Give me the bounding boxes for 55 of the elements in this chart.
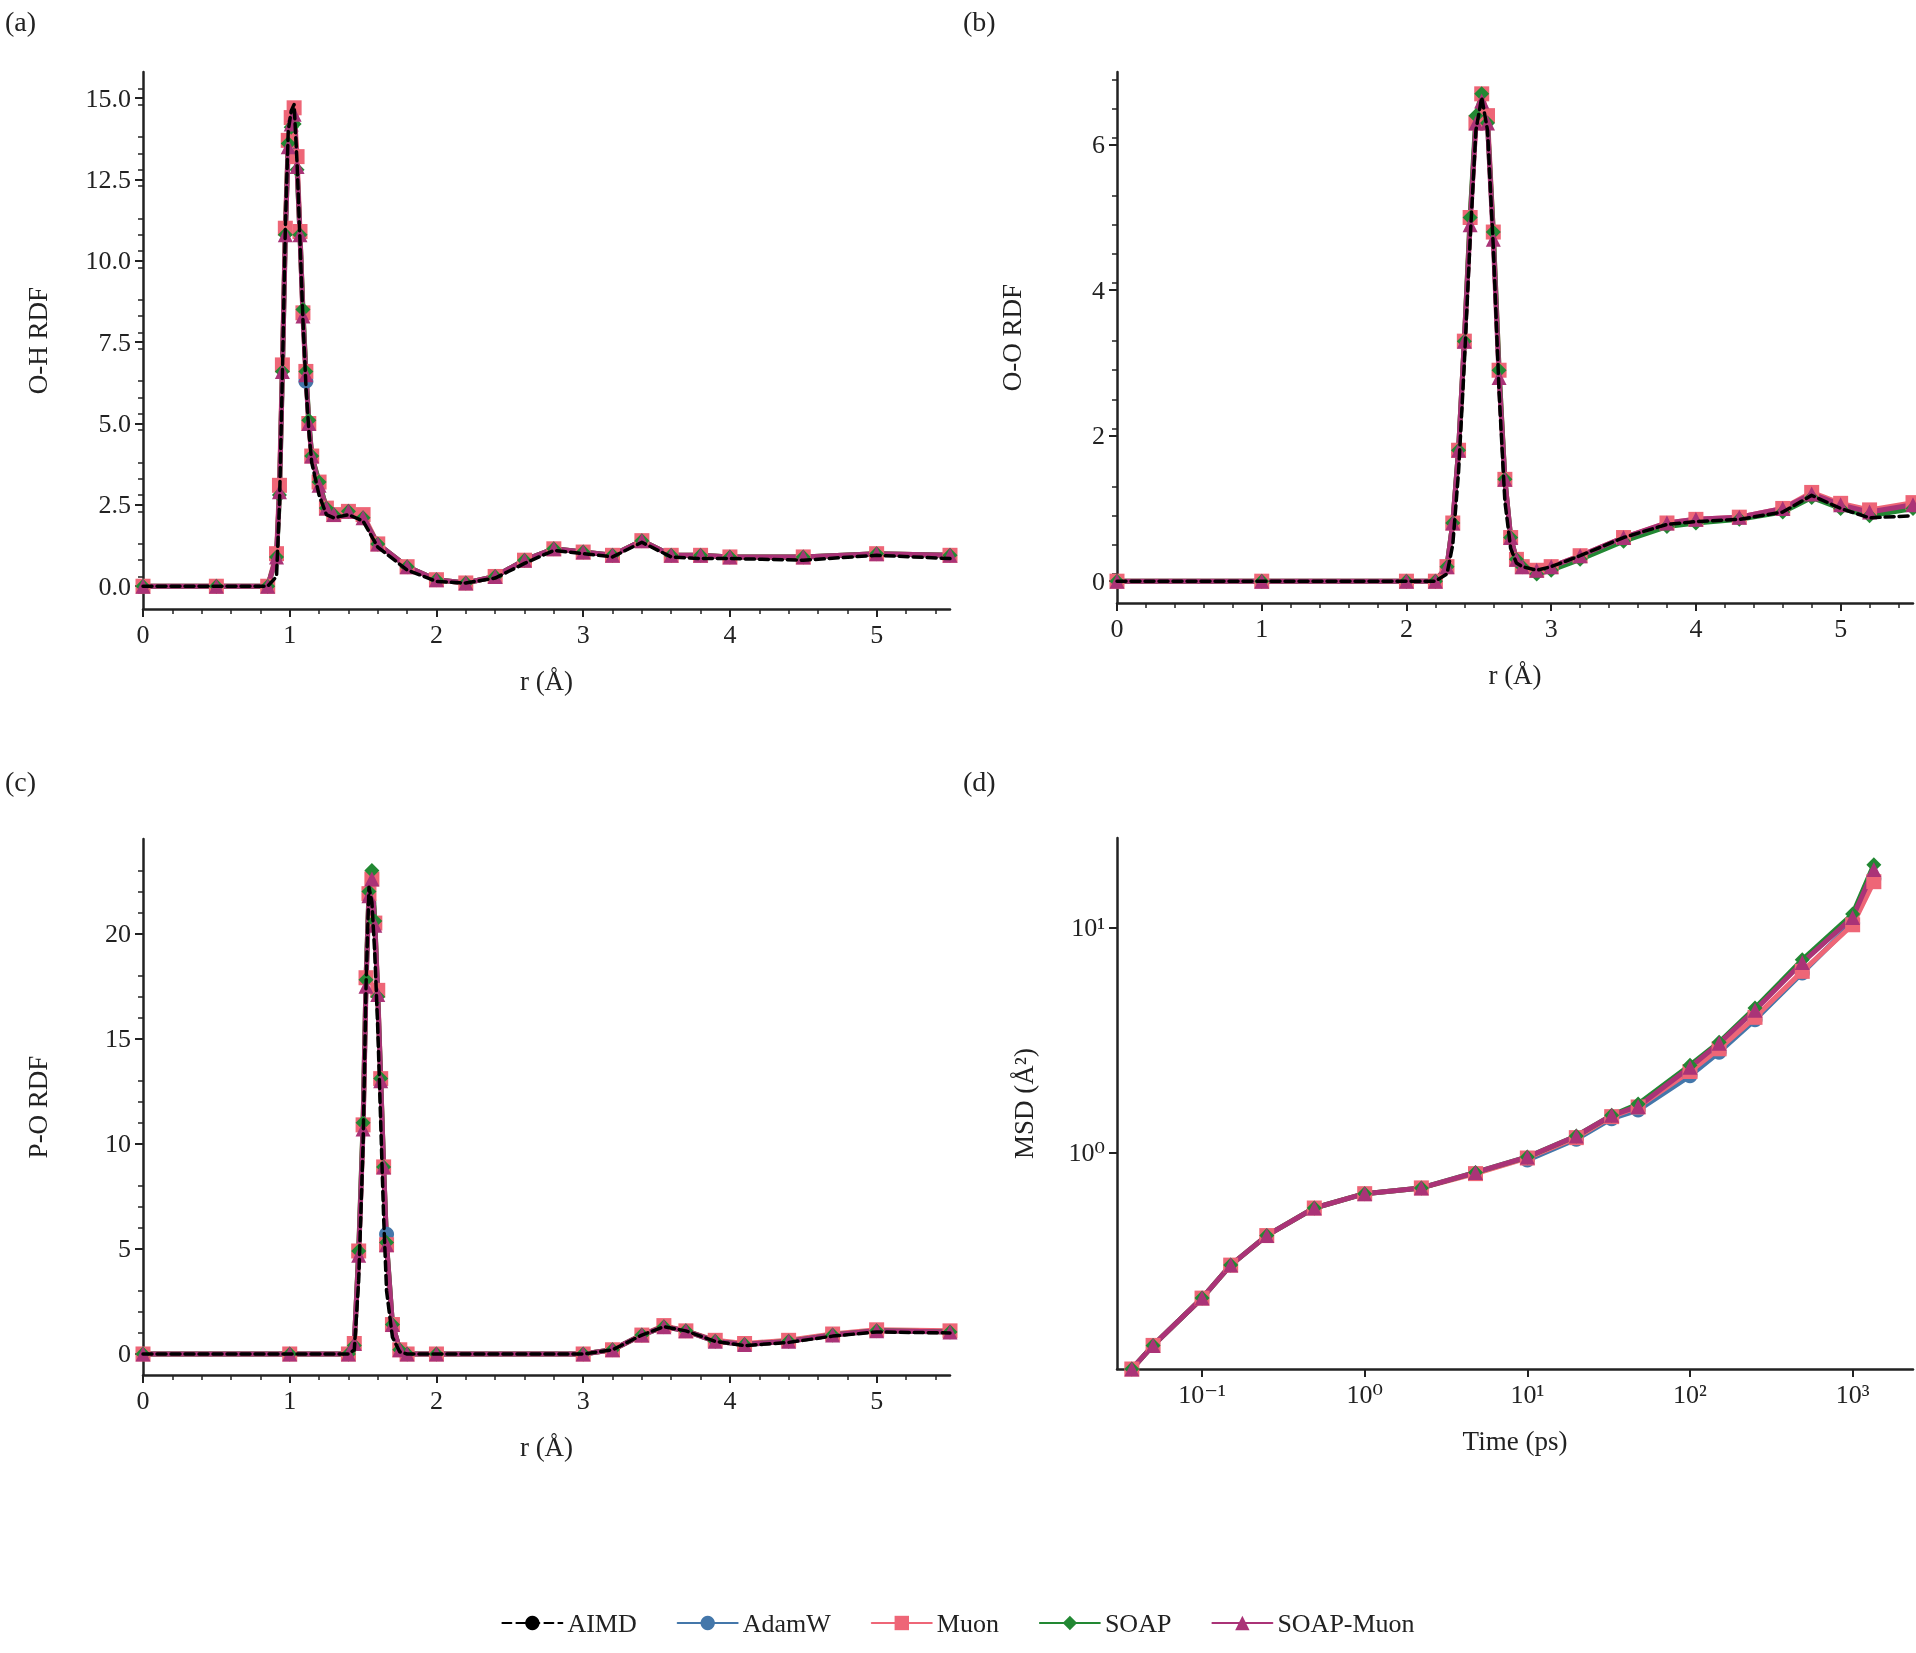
x-tick-label: 3 <box>576 619 590 649</box>
y-tick-label: 0.0 <box>98 571 131 601</box>
y-tick-label: 15.0 <box>85 83 131 113</box>
x-tick-label: 2 <box>1399 613 1413 643</box>
chart-title: (d) <box>963 765 996 797</box>
x-tick-label: 1 <box>1255 613 1269 643</box>
y-tick-label: 2 <box>1092 421 1105 451</box>
x-tick-label: 10¹ <box>1510 1379 1545 1409</box>
x-tick-label: 5 <box>870 619 884 649</box>
x-tick-label: 10² <box>1673 1379 1708 1409</box>
y-axis-title: P-O RDF <box>22 1055 53 1159</box>
y-tick-label: 5.0 <box>98 408 131 438</box>
y-tick-label: 20 <box>105 919 131 949</box>
y-axis-title: O-H RDF <box>22 286 53 395</box>
legend-label: AdamW <box>742 1608 832 1638</box>
x-tick-label: 10⁻¹ <box>1178 1379 1226 1409</box>
y-tick-label: 15 <box>105 1024 131 1054</box>
y-tick-label: 6 <box>1092 130 1105 160</box>
x-tick-label: 2 <box>429 619 443 649</box>
x-axis-title: r (Å) <box>1488 659 1542 690</box>
legend-label: AIMD <box>567 1608 637 1638</box>
y-axis-title: O-O RDF <box>996 283 1027 392</box>
y-tick-label: 0 <box>1092 566 1105 596</box>
y-tick-label: 10 <box>105 1129 131 1159</box>
y-tick-label: 4 <box>1092 275 1105 305</box>
legend-label: Muon <box>936 1608 999 1638</box>
x-tick-label: 4 <box>1689 613 1703 643</box>
legend-label: SOAP-Muon <box>1277 1608 1415 1638</box>
x-tick-label: 1 <box>283 619 297 649</box>
y-tick-label: 7.5 <box>98 327 131 357</box>
y-tick-label: 2.5 <box>98 490 131 520</box>
y-axis-title: MSD (Å²) <box>1008 1048 1039 1159</box>
x-tick-label: 2 <box>429 1385 443 1415</box>
chart-title: (a) <box>5 5 37 37</box>
y-tick-label: 10¹ <box>1071 913 1105 943</box>
x-tick-label: 3 <box>1544 613 1558 643</box>
x-tick-label: 1 <box>283 1385 297 1415</box>
legend-label: SOAP <box>1104 1608 1172 1638</box>
chart-title: (c) <box>5 765 37 797</box>
x-tick-label: 4 <box>723 1385 737 1415</box>
y-tick-label: 10.0 <box>85 246 131 276</box>
y-tick-label: 12.5 <box>85 164 131 194</box>
x-tick-label: 3 <box>576 1385 590 1415</box>
y-tick-label: 5 <box>118 1234 131 1264</box>
x-axis-title: r (Å) <box>519 665 574 696</box>
x-axis-title: r (Å) <box>519 1431 574 1462</box>
chart-title: (b) <box>963 5 996 37</box>
x-tick-label: 5 <box>870 1385 884 1415</box>
y-tick-label: 0 <box>118 1339 131 1369</box>
y-tick-label: 10⁰ <box>1068 1138 1105 1168</box>
x-tick-label: 5 <box>1834 613 1848 643</box>
x-tick-label: 4 <box>723 619 737 649</box>
x-tick-label: 10³ <box>1835 1379 1870 1409</box>
x-axis-title: Time (ps) <box>1462 1425 1568 1456</box>
x-tick-label: 10⁰ <box>1346 1379 1383 1409</box>
